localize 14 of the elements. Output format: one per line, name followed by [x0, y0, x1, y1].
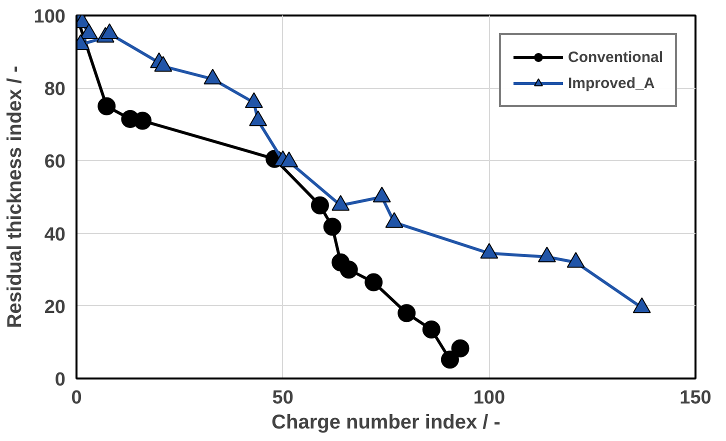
y-tick-label: 20: [44, 296, 66, 318]
y-tick-label: 100: [34, 6, 66, 28]
y-axis-title: Residual thickness index / -: [4, 66, 26, 328]
x-tick-label: 50: [272, 388, 294, 408]
x-tick-label: 100: [473, 388, 506, 408]
x-axis-title: Charge number index / -: [272, 412, 500, 434]
y-tick-label: 60: [44, 152, 66, 173]
y-tick-label: 80: [44, 79, 66, 100]
y-tick-label: 40: [44, 224, 66, 246]
legend-label: Conventional: [568, 48, 663, 66]
x-tick-label: 0: [71, 388, 82, 408]
y-tick-label: 0: [54, 370, 66, 390]
x-tick-label: 150: [680, 388, 712, 408]
legend-label: Improved_A: [568, 74, 655, 92]
